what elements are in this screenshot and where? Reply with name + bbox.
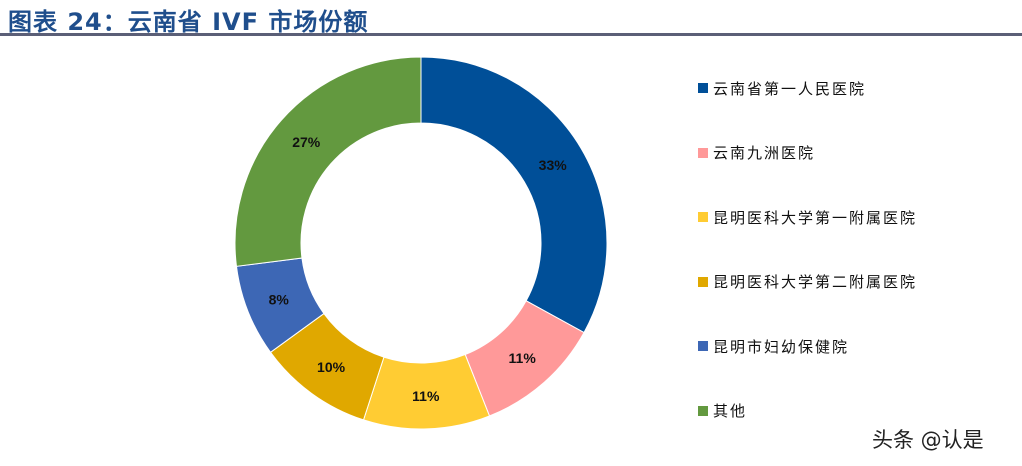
title-divider bbox=[0, 33, 1022, 36]
legend-item: 云南九洲医院 bbox=[698, 143, 917, 163]
legend-label: 昆明市妇幼保健院 bbox=[713, 337, 850, 356]
legend-label: 云南省第一人民医院 bbox=[713, 79, 867, 98]
legend-swatch bbox=[698, 212, 708, 223]
watermark: 头条 @认是 bbox=[872, 428, 984, 452]
legend-label: 昆明医科大学第二附属医院 bbox=[713, 273, 918, 292]
legend-label: 其他 bbox=[713, 402, 748, 421]
legend-swatch bbox=[698, 276, 708, 287]
legend-item: 其他 bbox=[698, 401, 917, 421]
donut-segment bbox=[234, 56, 422, 267]
chart-legend: 云南省第一人民医院 云南九洲医院 昆明医科大学第一附属医院 昆明医科大学第二附属… bbox=[698, 78, 917, 466]
legend-label: 昆明医科大学第一附属医院 bbox=[713, 208, 918, 227]
legend-item: 昆明市妇幼保健院 bbox=[698, 336, 917, 356]
data-label: 8% bbox=[269, 291, 290, 307]
data-label: 11% bbox=[509, 350, 537, 366]
data-label: 10% bbox=[317, 359, 346, 375]
legend-swatch bbox=[698, 147, 708, 158]
legend-label: 云南九洲医院 bbox=[713, 144, 816, 163]
donut-segment bbox=[420, 56, 608, 334]
chart-title: 图表 24：云南省 IVF 市场份额 bbox=[8, 8, 369, 36]
data-label: 27% bbox=[292, 134, 321, 150]
data-label: 33% bbox=[539, 157, 568, 173]
legend-swatch bbox=[698, 341, 708, 352]
legend-swatch bbox=[698, 83, 708, 93]
legend-item: 云南省第一人民医院 bbox=[698, 78, 917, 98]
donut-chart: 33% 11% 11% 10% 8% 27% bbox=[234, 56, 608, 430]
legend-item: 昆明医科大学第二附属医院 bbox=[698, 272, 917, 292]
legend-swatch bbox=[698, 405, 708, 416]
data-label: 11% bbox=[412, 388, 440, 404]
legend-item: 昆明医科大学第一附属医院 bbox=[698, 207, 917, 227]
